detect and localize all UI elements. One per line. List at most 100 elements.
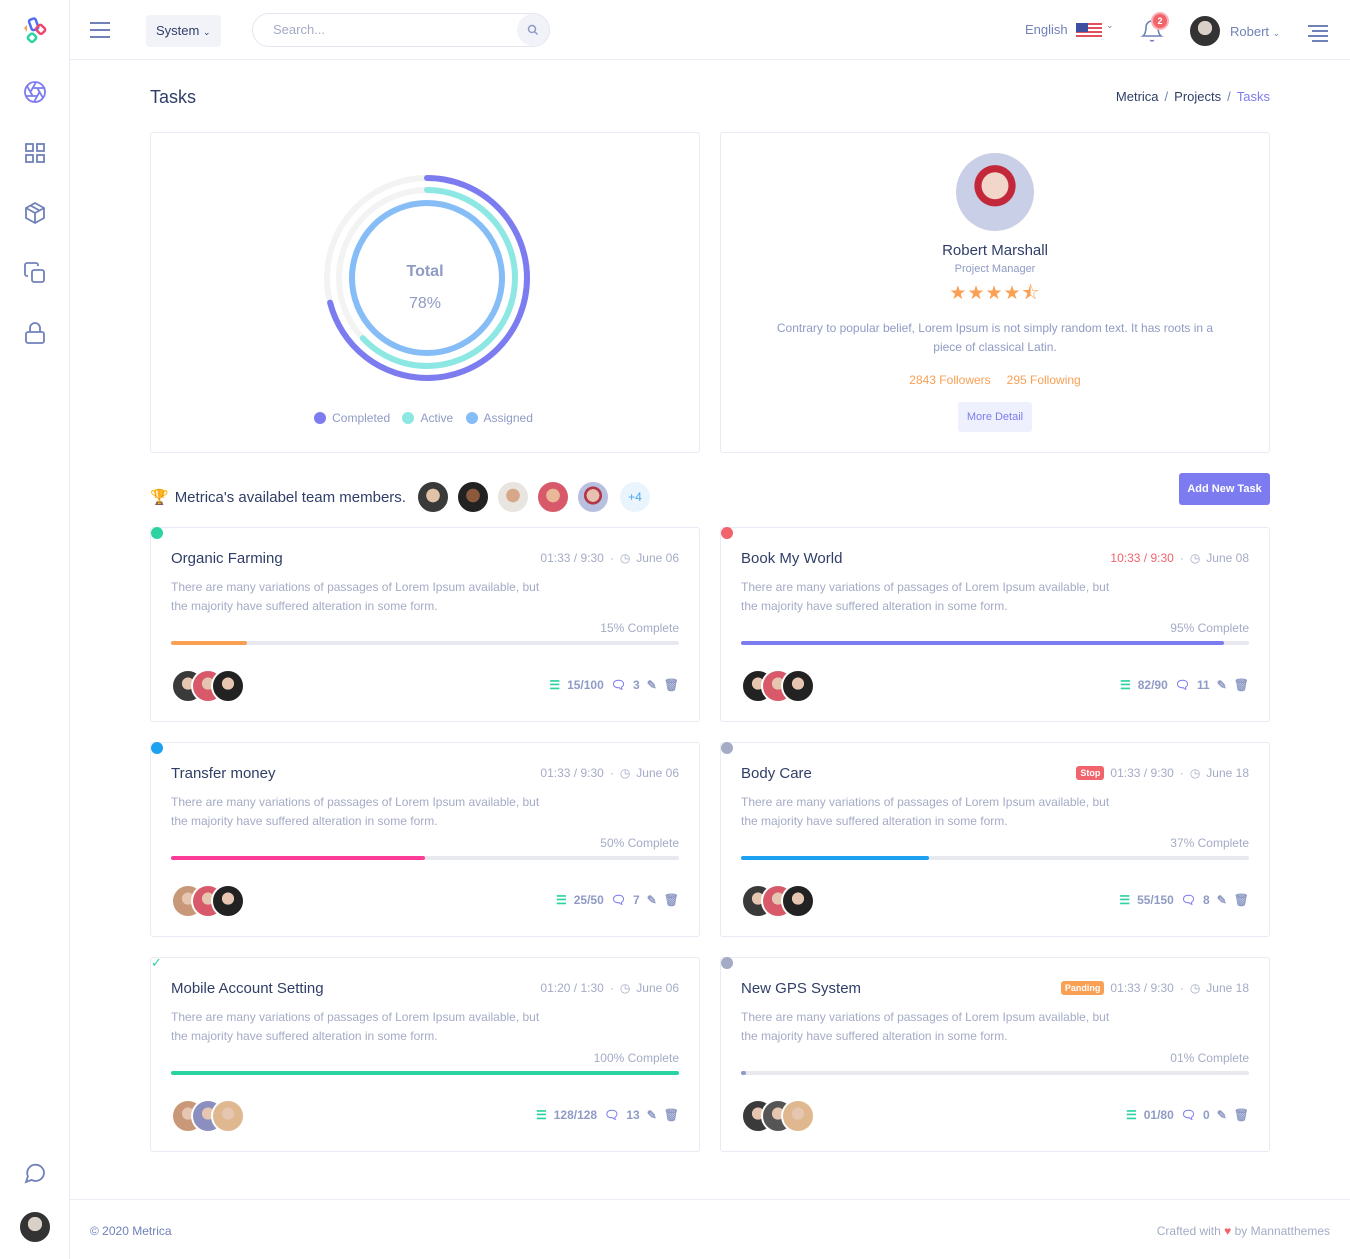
comment-count: 7 [633, 893, 640, 907]
comment-icon: 🗨︎ [610, 893, 627, 907]
box-icon[interactable] [23, 201, 47, 225]
language-dropdown[interactable]: English [1025, 22, 1068, 37]
profile-role: Project Manager [954, 263, 1036, 275]
legend-completed[interactable]: Completed [314, 411, 393, 425]
trash-icon[interactable]: 🗑︎ [1233, 1108, 1249, 1122]
assignee-avatar[interactable] [781, 884, 815, 918]
checklist-icon: ☰ [1119, 893, 1131, 907]
breadcrumb-projects[interactable]: Projects [1174, 89, 1222, 104]
assignee-avatar[interactable] [781, 669, 815, 703]
chat-icon[interactable] [23, 1161, 47, 1185]
task-time: 01:33 / 9:30 [540, 766, 604, 780]
task-title[interactable]: Mobile Account Setting [171, 980, 324, 997]
add-new-task-button[interactable]: Add New Task [1179, 473, 1270, 505]
task-progress-label: 15% Complete [600, 621, 679, 635]
lock-icon[interactable] [23, 321, 47, 345]
checklist-icon: ☰ [1125, 1108, 1137, 1122]
star-rating: ★★★★⯪ [949, 283, 1041, 304]
logo-icon[interactable] [20, 16, 50, 46]
search-placeholder: Search... [273, 22, 326, 37]
checklist-count: 55/150 [1137, 893, 1174, 907]
profile-name: Robert Marshall [942, 242, 1048, 259]
more-detail-button[interactable]: More Detail [957, 402, 1033, 432]
team-avatar[interactable] [535, 480, 570, 514]
trash-icon[interactable]: 🗑︎ [663, 893, 679, 907]
system-dropdown[interactable]: System ⌄ [146, 15, 221, 47]
more-members-button[interactable]: +4 [619, 482, 650, 512]
edit-icon[interactable]: ✎ [646, 678, 657, 692]
edit-icon[interactable]: ✎ [646, 1108, 657, 1122]
clock-icon: ◷ [1189, 766, 1201, 780]
trash-icon[interactable]: 🗑︎ [1233, 678, 1249, 692]
us-flag-icon[interactable] [1076, 23, 1102, 39]
task-date: June 18 [1206, 981, 1249, 995]
copy-icon[interactable] [23, 261, 47, 285]
task-card: Body Care Stop 01:33 / 9:30 · ◷ June 18 Ther… [720, 742, 1270, 937]
legend-assigned[interactable]: Assigned [465, 411, 536, 425]
sidebar [0, 0, 70, 1259]
radial-chart [324, 175, 530, 381]
edit-icon[interactable]: ✎ [1216, 678, 1227, 692]
legend-active[interactable]: Active [402, 411, 456, 425]
task-description: There are many variations of passages of… [171, 795, 540, 828]
edit-icon[interactable]: ✎ [1216, 1108, 1227, 1122]
page-title: Tasks [150, 87, 197, 107]
heart-icon: ♥ [1224, 1224, 1232, 1238]
dashboard-icon[interactable] [23, 80, 47, 104]
edit-icon[interactable]: ✎ [1216, 893, 1227, 907]
assignee-avatar[interactable] [211, 1099, 245, 1133]
task-time: 01:33 / 9:30 [1110, 981, 1174, 995]
task-description: There are many variations of passages of… [171, 1010, 540, 1043]
menu-toggle-button[interactable] [90, 22, 110, 43]
team-avatar[interactable] [575, 480, 610, 514]
status-dot [721, 957, 733, 969]
trash-icon[interactable]: 🗑︎ [663, 678, 679, 692]
assignee-avatar[interactable] [781, 1099, 815, 1133]
task-chart-card: Total 78% Completed Active Assigned [150, 132, 700, 453]
task-title[interactable]: New GPS System [741, 980, 862, 997]
author-link[interactable]: by Mannatthemes [1234, 1224, 1330, 1238]
checklist-count: 128/128 [553, 1108, 598, 1122]
user-menu[interactable]: Robert ⌄ [1230, 24, 1280, 39]
trash-icon[interactable]: 🗑︎ [663, 1108, 679, 1122]
checklist-count: 01/80 [1143, 1108, 1174, 1122]
topbar: System ⌄ Search... English ⌄ 2 Robert ⌄ [70, 0, 1350, 60]
breadcrumb-metrica[interactable]: Metrica [1115, 89, 1159, 104]
search-button[interactable] [517, 14, 549, 46]
task-progress-bar [741, 1071, 1249, 1075]
task-title[interactable]: Organic Farming [171, 550, 283, 567]
task-card: New GPS System Panding 01:33 / 9:30 · ◷ June… [720, 957, 1270, 1152]
task-card: Organic Farming 01:33 / 9:30 · ◷ June 06 Th… [150, 527, 700, 722]
assignee-avatar[interactable] [211, 669, 245, 703]
task-title[interactable]: Body Care [741, 765, 812, 782]
search-input[interactable]: Search... [252, 13, 550, 47]
task-description: There are many variations of passages of… [741, 580, 1110, 613]
status-badge: Stop [1076, 766, 1105, 780]
user-avatar[interactable] [1188, 14, 1222, 48]
right-sidebar-toggle[interactable] [1308, 25, 1328, 45]
status-dot [151, 527, 163, 539]
edit-icon[interactable]: ✎ [646, 893, 657, 907]
apps-icon[interactable] [23, 141, 47, 165]
clock-icon: ◷ [619, 766, 631, 780]
comment-count: 8 [1203, 893, 1210, 907]
team-avatar[interactable] [415, 480, 450, 514]
followers-count[interactable]: 2843 Followers [909, 373, 991, 387]
checklist-count: 25/50 [573, 893, 604, 907]
task-title[interactable]: Book My World [741, 550, 843, 567]
task-progress-bar [171, 641, 679, 645]
sidebar-user-avatar[interactable] [18, 1210, 52, 1244]
trash-icon[interactable]: 🗑︎ [1233, 893, 1249, 907]
chevron-down-icon: ⌄ [202, 27, 211, 37]
task-progress-bar [741, 856, 1249, 860]
assignee-avatar[interactable] [211, 884, 245, 918]
following-count[interactable]: 295 Following [1006, 373, 1081, 387]
task-title[interactable]: Transfer money [171, 765, 276, 782]
bell-icon[interactable] [1140, 18, 1164, 44]
team-avatar[interactable] [495, 480, 530, 514]
task-card: ✓ Mobile Account Setting 01:20 / 1:30 · ◷ J… [150, 955, 700, 1152]
team-avatar[interactable] [455, 480, 490, 514]
task-progress-label: 37% Complete [1170, 836, 1249, 850]
notification-badge: 2 [1153, 14, 1167, 28]
status-badge: Panding [1060, 981, 1105, 995]
